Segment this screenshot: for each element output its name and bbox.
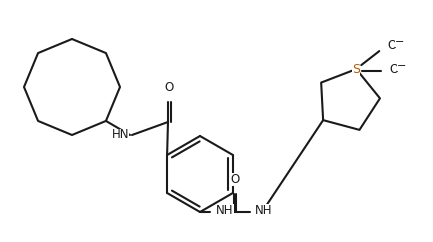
Text: O: O	[165, 81, 174, 94]
Text: O: O	[389, 63, 398, 76]
Text: O: O	[230, 173, 239, 186]
Text: S: S	[352, 63, 360, 76]
Text: −: −	[395, 37, 405, 47]
Text: NH: NH	[216, 204, 233, 217]
Text: −: −	[397, 61, 407, 71]
Text: HN: HN	[112, 129, 129, 142]
Text: O: O	[387, 38, 397, 52]
Text: NH: NH	[255, 204, 272, 217]
